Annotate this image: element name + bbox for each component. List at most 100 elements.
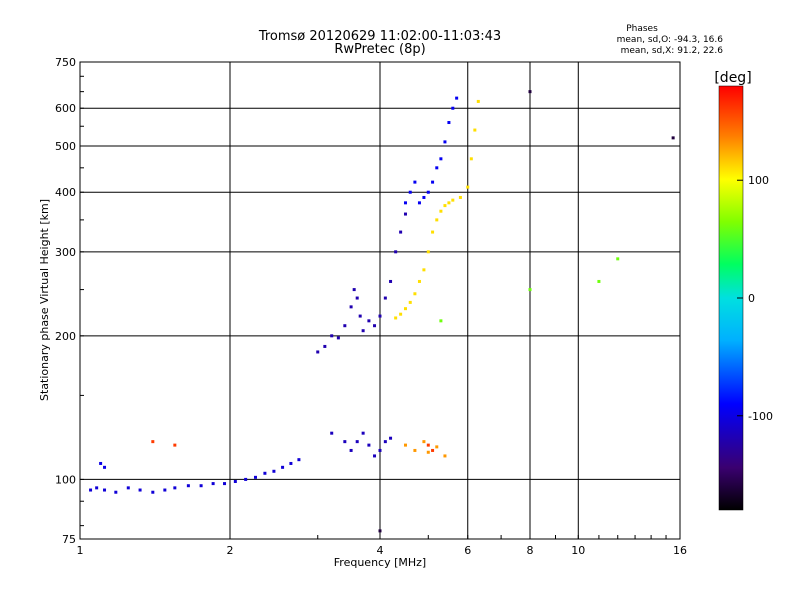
data-point	[447, 121, 451, 125]
data-point	[431, 448, 435, 452]
data-point	[399, 312, 403, 316]
data-point	[349, 305, 353, 309]
data-point	[281, 465, 285, 469]
data-point	[352, 288, 356, 292]
data-point	[233, 479, 237, 483]
data-point	[383, 440, 387, 444]
data-point	[343, 324, 347, 328]
data-point	[89, 488, 93, 492]
data-point	[466, 185, 470, 189]
data-point	[399, 230, 403, 234]
phases-o-mode: mean, sd,O: -94.3, 16.6	[617, 35, 724, 45]
data-point	[330, 334, 334, 338]
data-point	[403, 212, 407, 216]
data-point	[138, 488, 142, 492]
data-point	[223, 482, 227, 486]
data-point	[528, 90, 532, 94]
data-point	[173, 486, 177, 490]
data-point	[616, 257, 620, 261]
data-point	[413, 180, 417, 184]
data-point	[355, 440, 359, 444]
data-point	[361, 329, 365, 333]
data-point	[367, 443, 371, 447]
data-point	[435, 445, 439, 449]
data-point	[336, 336, 340, 340]
y-tick-label: 750	[55, 56, 76, 69]
data-point	[426, 450, 430, 454]
x-tick-label: 10	[571, 544, 585, 557]
data-point	[413, 448, 417, 452]
data-point	[163, 488, 167, 492]
x-tick-label: 4	[377, 544, 384, 557]
colorbar-tick-label: -100	[748, 410, 773, 423]
data-point	[103, 488, 107, 492]
data-point	[455, 96, 459, 100]
data-point	[186, 484, 190, 488]
y-tick-label: 400	[55, 186, 76, 199]
colorbar-tick-label: 0	[748, 292, 755, 305]
y-axis-ticks: 75 100 200 300 400 500 600 750	[55, 56, 84, 546]
data-point	[173, 443, 177, 447]
data-point	[199, 484, 203, 488]
data-point	[253, 475, 257, 479]
data-point	[330, 431, 334, 435]
data-point	[244, 477, 248, 481]
data-point	[373, 454, 377, 458]
y-tick-label: 500	[55, 140, 76, 153]
data-point	[99, 461, 103, 465]
data-point	[597, 279, 601, 283]
x-tick-label: 8	[527, 544, 534, 557]
data-point	[361, 431, 365, 435]
data-point	[373, 324, 377, 328]
data-point	[358, 314, 362, 318]
data-point	[443, 454, 447, 458]
data-point	[426, 190, 430, 194]
data-point	[469, 157, 473, 161]
data-point	[378, 448, 382, 452]
data-point	[389, 279, 393, 283]
data-point	[458, 195, 462, 199]
x-axis-label: Frequency [MHz]	[334, 556, 426, 569]
data-point	[272, 469, 276, 473]
data-point	[422, 268, 426, 272]
x-axis-ticks: 1 2 4 6 8 10 16	[77, 535, 687, 557]
data-point	[355, 296, 359, 300]
x-tick-label: 1	[77, 544, 84, 557]
data-point	[316, 350, 320, 354]
data-point	[403, 307, 407, 311]
data-point	[426, 443, 430, 447]
y-tick-label: 100	[55, 473, 76, 486]
data-point	[422, 440, 426, 444]
data-point	[451, 198, 455, 202]
data-point	[439, 319, 443, 323]
data-point	[297, 458, 301, 462]
grid-lines	[80, 62, 680, 539]
data-point	[394, 250, 398, 254]
data-point	[443, 140, 447, 144]
data-point	[473, 128, 477, 132]
chart-title: Tromsø 20120629 11:02:00-11:03:43	[258, 29, 501, 44]
data-point	[389, 436, 393, 440]
data-points	[89, 90, 675, 533]
colorbar-ticks: 100 0 -100	[737, 174, 773, 423]
data-point	[447, 201, 451, 205]
data-point	[431, 230, 435, 234]
data-point	[378, 314, 382, 318]
data-point	[263, 471, 267, 475]
chart-subtitle: RwPretec (8p)	[334, 42, 425, 57]
phases-heading: Phases	[626, 24, 658, 34]
data-point	[367, 319, 371, 323]
data-point	[426, 250, 430, 254]
data-point	[151, 490, 155, 494]
data-point	[451, 106, 455, 110]
data-point	[211, 482, 215, 486]
data-point	[349, 448, 353, 452]
data-point	[378, 529, 382, 533]
x-tick-label: 6	[464, 544, 471, 557]
data-point	[408, 190, 412, 194]
data-point	[343, 440, 347, 444]
data-point	[417, 201, 421, 205]
data-point	[403, 201, 407, 205]
data-point	[126, 486, 130, 490]
data-point	[383, 296, 387, 300]
